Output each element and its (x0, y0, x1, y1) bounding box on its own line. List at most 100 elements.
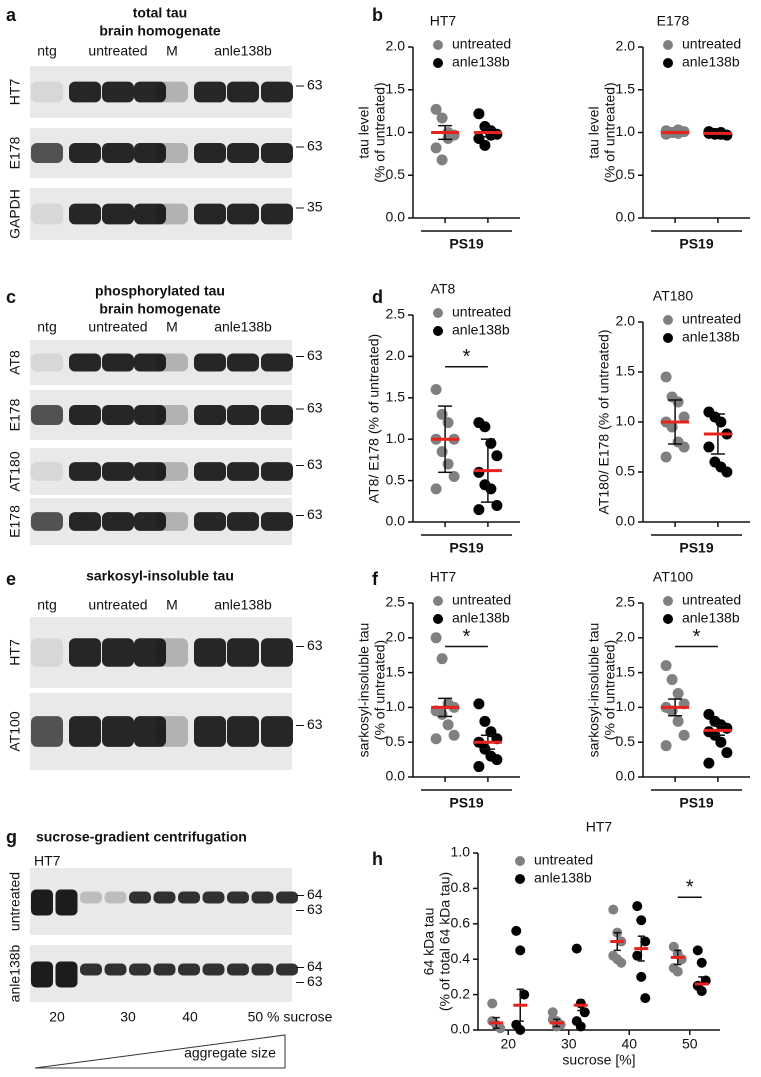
panel-letter: h (372, 849, 383, 869)
legend-label: untreated (452, 36, 511, 52)
marker-label: 63 (307, 973, 323, 989)
band (153, 963, 176, 976)
legend-marker (433, 614, 443, 624)
y-axis-label: (% of untreated) (602, 82, 618, 182)
band (261, 512, 293, 531)
band (156, 203, 188, 225)
band (227, 203, 259, 225)
data-point (660, 660, 672, 672)
band (69, 512, 101, 531)
band (261, 203, 293, 225)
band (194, 462, 226, 481)
data-point (442, 417, 454, 429)
band (227, 891, 249, 904)
y-tick-label: 0.0 (386, 513, 406, 529)
band (134, 716, 166, 747)
band (55, 961, 78, 988)
gradient-label: aggregate size (184, 1045, 276, 1061)
y-tick-label: 0.4 (451, 950, 471, 966)
panel-letter: d (372, 287, 383, 307)
y-tick-label: 0.8 (451, 879, 471, 895)
data-point (692, 945, 703, 956)
band (261, 143, 293, 163)
band (102, 512, 134, 531)
y-axis-label: (% of untreated) (372, 640, 388, 740)
y-axis-label: (% of untreated) (602, 640, 618, 740)
blot-title: sarkosyl-insoluble tau (86, 568, 234, 584)
data-point (436, 653, 448, 665)
band (261, 353, 293, 372)
band (134, 203, 166, 225)
data-point (442, 458, 454, 470)
data-point (442, 132, 454, 144)
y-tick-label: 1.0 (386, 123, 406, 139)
marker-label: 35 (307, 199, 323, 215)
y-axis-label: sarkosyl-insoluble tau (356, 623, 372, 758)
band (156, 638, 188, 667)
y-tick-label: 2.5 (386, 594, 406, 610)
y-tick-label: 0.6 (451, 915, 471, 931)
y-tick-label: 2.0 (386, 347, 406, 363)
lane-label: untreated (88, 597, 147, 613)
data-point (632, 950, 643, 961)
chart-title: E178 (657, 13, 690, 29)
y-axis-label: AT180/ E178 (% of untreated) (596, 330, 612, 515)
band (156, 462, 188, 481)
y-tick-label: 0.5 (386, 471, 406, 487)
y-axis-label: AT8/ E178 (% of untreated) (366, 334, 382, 503)
data-point (511, 925, 522, 936)
row-label: HT7 (7, 639, 23, 666)
data-point (473, 504, 485, 516)
data-point (430, 142, 442, 154)
blot-title: brain homogenate (99, 301, 221, 317)
y-axis-label: sarkosyl-insoluble tau (586, 623, 602, 758)
y-tick-label: 0.5 (616, 463, 636, 479)
band (194, 638, 226, 667)
band (194, 143, 226, 163)
y-tick-label: 0.5 (616, 166, 636, 182)
marker-label: 63 (307, 637, 323, 653)
data-point (485, 483, 497, 495)
band (31, 961, 53, 988)
y-tick-label: 0.2 (451, 985, 471, 1001)
band (31, 81, 63, 103)
legend-marker (433, 308, 443, 318)
band (202, 963, 225, 976)
data-point (721, 722, 733, 734)
y-tick-label: 0.5 (386, 733, 406, 749)
panel-letter: c (6, 287, 16, 307)
row-label: AT180 (7, 451, 23, 491)
band (80, 891, 102, 904)
blot-title: total tau (133, 5, 187, 21)
band (31, 143, 63, 163)
band (102, 143, 134, 163)
lane-label: anle138b (214, 597, 272, 613)
data-point (473, 108, 485, 120)
band (227, 81, 259, 103)
y-tick-label: 1.5 (386, 80, 406, 96)
band (194, 353, 226, 372)
data-point (448, 729, 460, 741)
chart-title: HT7 (430, 569, 457, 585)
y-tick-label: 2.0 (386, 38, 406, 54)
y-tick-label: 1.5 (386, 389, 406, 405)
band (69, 81, 101, 103)
band (227, 512, 259, 531)
lane-label: ntg (37, 597, 56, 613)
legend-marker (433, 40, 443, 50)
marker-label: 63 (307, 347, 323, 363)
data-point (487, 998, 498, 1009)
y-tick-label: 1.5 (616, 80, 636, 96)
marker-label: 64 (307, 958, 323, 974)
significance-label: * (463, 626, 471, 648)
chart-title: AT180 (653, 288, 693, 304)
panel-letter: g (6, 827, 17, 847)
data-point (442, 719, 454, 731)
lane-label: M (166, 319, 178, 335)
band (261, 462, 293, 481)
data-point (715, 416, 727, 428)
band (31, 203, 63, 225)
fraction-label: 30 (120, 1009, 136, 1025)
fraction-label: 20 (49, 1009, 65, 1025)
significance-label: * (693, 626, 701, 648)
